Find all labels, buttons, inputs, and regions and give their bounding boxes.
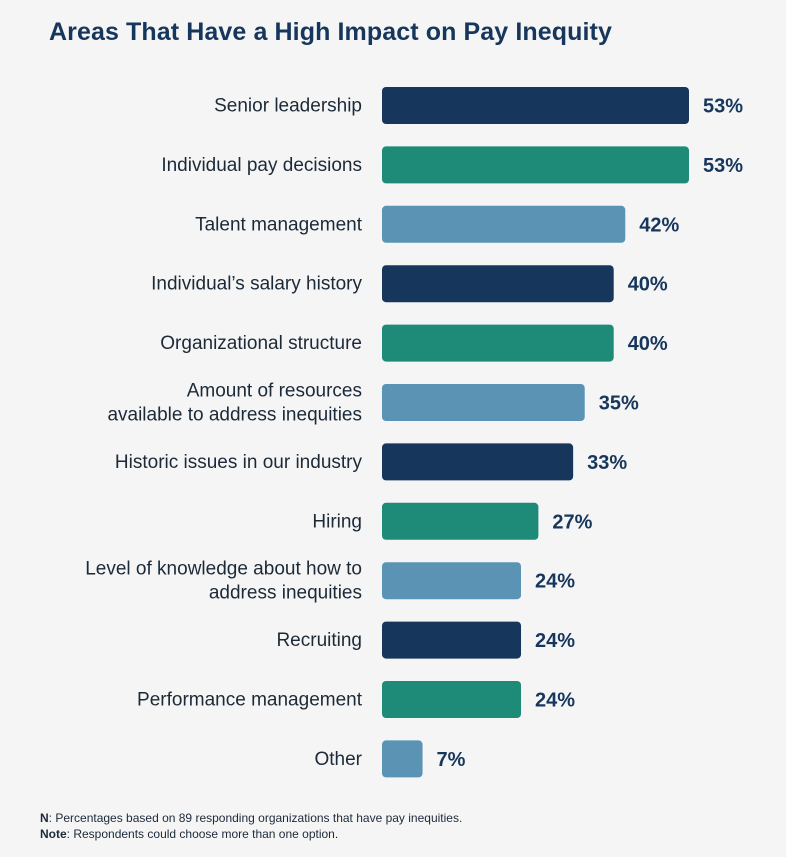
method-note-label: Note: [40, 827, 67, 841]
category-label-talent-management: Talent management: [195, 214, 363, 235]
value-label-amount-of-resources-available-to-address-inequities: 35%: [599, 393, 639, 415]
bar-recruiting: [382, 621, 522, 659]
category-label-performance-management: Performance management: [137, 690, 363, 711]
sample-size-text: : Percentages based on 89 responding org…: [48, 811, 463, 825]
value-label-historic-issues-in-our-industry: 33%: [587, 452, 627, 474]
value-label-level-of-knowledge-about-how-to-address-inequities: 24%: [535, 571, 575, 593]
category-label-amount-of-resources-available-to-address-inequities: Amount of resources available to address …: [107, 381, 362, 426]
chart-footnotes: N: Percentages based on 89 responding or…: [40, 810, 462, 842]
category-label-hiring: Hiring: [312, 511, 362, 532]
value-label-hiring: 27%: [552, 511, 592, 533]
bar-other: [382, 740, 423, 778]
value-label-performance-management: 24%: [535, 690, 575, 712]
bar-hiring: [382, 502, 539, 540]
sample-size-label: N: [40, 811, 49, 825]
category-label-individual-pay-decisions: Individual pay decisions: [161, 155, 362, 176]
bar-performance-management: [382, 681, 522, 718]
bar-historic-issues-in-our-industry: [382, 443, 574, 481]
category-label-senior-leadership: Senior leadership: [214, 96, 362, 117]
value-label-individuals-salary-history: 40%: [628, 274, 668, 296]
category-label-recruiting: Recruiting: [276, 630, 362, 651]
value-label-individual-pay-decisions: 53%: [703, 155, 743, 177]
bar-level-of-knowledge-about-how-to-address-inequities: [382, 562, 522, 600]
sample-size-note: N: Percentages based on 89 responding or…: [40, 810, 462, 826]
category-label-other: Other: [314, 749, 362, 770]
category-label-individuals-salary-history: Individual’s salary history: [151, 274, 362, 295]
method-note: Note: Respondents could choose more than…: [40, 826, 462, 842]
value-label-talent-management: 42%: [639, 214, 679, 236]
value-label-senior-leadership: 53%: [703, 96, 743, 118]
bar-talent-management: [382, 205, 626, 243]
bar-senior-leadership: [382, 87, 689, 124]
value-label-organizational-structure: 40%: [628, 333, 668, 355]
value-label-other: 7%: [437, 749, 466, 771]
category-label-historic-issues-in-our-industry: Historic issues in our industry: [115, 452, 363, 473]
bar-individuals-salary-history: [382, 265, 614, 303]
bar-individual-pay-decisions: [382, 146, 689, 184]
value-label-recruiting: 24%: [535, 630, 575, 652]
bar-amount-of-resources-available-to-address-inequities: [382, 384, 585, 421]
category-label-organizational-structure: Organizational structure: [160, 333, 362, 354]
bar-organizational-structure: [382, 324, 614, 362]
chart-title: Areas That Have a High Impact on Pay Ine…: [49, 18, 612, 46]
category-label-level-of-knowledge-about-how-to-address-inequities: Level of knowledge about how to address i…: [85, 559, 362, 604]
method-note-text: : Respondents could choose more than one…: [66, 827, 339, 841]
